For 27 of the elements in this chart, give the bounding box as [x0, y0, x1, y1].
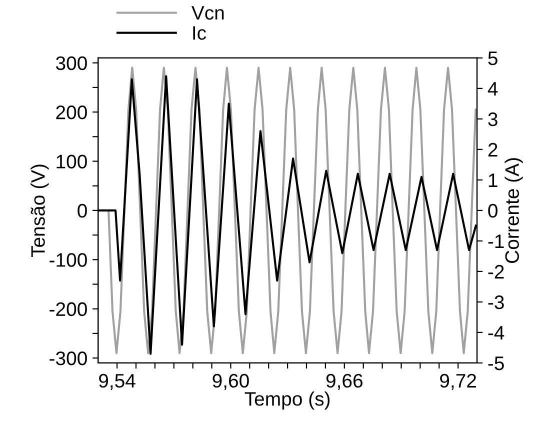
x-tick-label: 9,60 — [212, 374, 249, 390]
x-axis-title: Tempo (s) — [244, 391, 330, 410]
y2-tick-label: -2 — [488, 264, 504, 278]
y2-tick-label: 1 — [488, 174, 498, 187]
y-tick-label: 200 — [56, 106, 87, 120]
y2-tick-label: -3 — [488, 295, 504, 310]
legend-label: Ic — [193, 26, 206, 40]
y-tick-label: -300 — [50, 352, 87, 366]
y-tick-label: -200 — [50, 302, 87, 316]
y2-tick-label: 3 — [488, 112, 498, 126]
y2-tick-label: 5 — [488, 52, 498, 66]
x-tick-label: 9,54 — [99, 374, 136, 390]
y2-tick-label: 4 — [488, 82, 498, 96]
x-tick-label: 9,72 — [440, 374, 476, 390]
y2-tick-label: 2 — [488, 142, 498, 156]
legend-label: Vcn — [191, 6, 224, 20]
y2-tick-label: 0 — [488, 204, 498, 218]
y2-tick-label: -5 — [488, 356, 504, 370]
y2-tick-label: -1 — [488, 234, 504, 248]
y-tick-label: 0 — [78, 204, 87, 218]
y-axis-title: Tensão (V) — [30, 164, 49, 258]
y-tick-label: -100 — [50, 253, 87, 267]
x-tick-label: 9,66 — [326, 374, 362, 390]
y2-tick-label: -4 — [488, 326, 504, 340]
y-tick-label: 100 — [56, 154, 87, 168]
y-tick-label: 300 — [56, 56, 87, 70]
y2-axis-title: Corrente (A) — [504, 158, 523, 263]
